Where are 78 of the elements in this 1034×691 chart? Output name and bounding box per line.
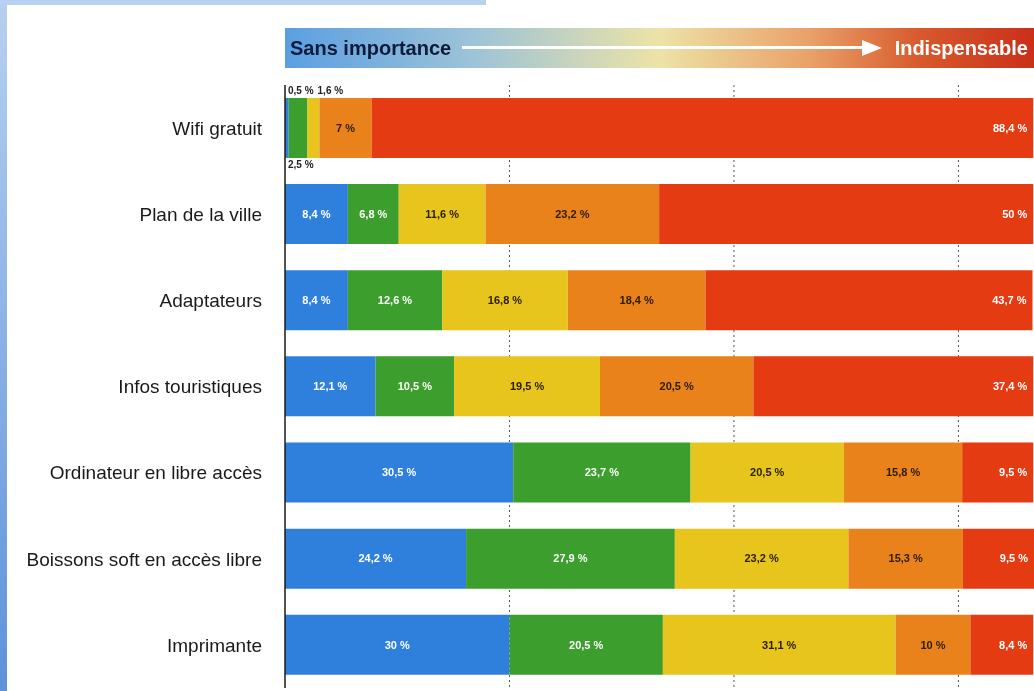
data-label: 0,5 % [288, 84, 314, 96]
data-label: 11,6 % [425, 207, 460, 220]
bar [375, 356, 455, 417]
bar [895, 614, 971, 675]
data-label: 16,8 % [487, 294, 523, 307]
bar [513, 442, 691, 503]
bar [347, 184, 399, 245]
data-label: 2,5 % [288, 158, 314, 170]
text: Indispensable [894, 36, 1028, 60]
y-tick-label: Adaptateurs [159, 290, 262, 312]
data-label: 8,4 % [302, 294, 331, 307]
data-label: 10 % [920, 638, 946, 651]
data-label: 20,5 % [659, 380, 695, 393]
data-label: 10,5 % [397, 380, 433, 393]
data-label: 6,8 % [359, 207, 388, 220]
bar [705, 270, 1033, 331]
bar [454, 356, 601, 417]
data-label: 12,6 % [377, 294, 413, 307]
bar [285, 528, 467, 589]
y-tick-label: Ordinateur en libre accès [49, 462, 262, 484]
text: Sans importance [290, 36, 452, 60]
bar [600, 356, 754, 417]
y-tick-label: Plan de la ville [139, 203, 262, 225]
bar [674, 528, 849, 589]
data-label: 15,8 % [885, 466, 921, 479]
bar [843, 442, 963, 503]
bar [442, 270, 568, 331]
bar [285, 614, 510, 675]
data-label: 9,5 % [999, 466, 1028, 479]
data-label: 19,5 % [509, 380, 545, 393]
bar [307, 97, 320, 158]
data-label: 24,2 % [358, 552, 393, 565]
data-label: 7 % [336, 121, 356, 134]
bar [285, 442, 514, 503]
data-label: 8,4 % [302, 207, 331, 220]
y-tick-label: Wifi gratuit [172, 117, 263, 139]
data-label: 15,3 % [888, 552, 924, 565]
data-label: 37,4 % [993, 380, 1028, 393]
bar [962, 442, 1034, 503]
data-label: 43,7 % [992, 294, 1027, 307]
bar [662, 614, 896, 675]
bar [753, 356, 1034, 417]
data-label: 88,4 % [993, 121, 1028, 134]
data-label: 50 % [1002, 207, 1028, 220]
data-label: 12,1 % [313, 380, 348, 393]
data-label: 20,5 % [569, 638, 604, 651]
bar [288, 97, 308, 158]
bar [659, 184, 1034, 245]
bar [398, 184, 486, 245]
bar [509, 614, 663, 675]
bar [371, 97, 1034, 158]
y-tick-label: Imprimante [166, 634, 262, 656]
bar [485, 184, 660, 245]
bar [466, 528, 675, 589]
bar [567, 270, 706, 331]
bar [970, 614, 1034, 675]
data-label: 18,4 % [619, 294, 655, 307]
y-tick-label: Boissons soft en accès libre [26, 548, 262, 570]
data-label: 8,4 % [999, 638, 1028, 651]
bar [347, 270, 443, 331]
data-label: 30 % [384, 638, 410, 651]
y-tick-label: Infos touristiques [118, 376, 262, 398]
data-label: 27,9 % [553, 552, 588, 565]
bar [319, 97, 372, 158]
data-label: 23,7 % [584, 466, 620, 479]
data-label: 9,5 % [999, 552, 1029, 565]
bar [690, 442, 844, 503]
data-label: 31,1 % [762, 638, 797, 651]
data-label: 23,2 % [555, 207, 590, 220]
data-label: 30,5 % [381, 466, 417, 479]
bar [848, 528, 963, 589]
data-label: 23,2 % [744, 552, 779, 565]
bar [285, 356, 376, 417]
bar [962, 528, 1034, 589]
bar [285, 270, 348, 331]
data-label: 20,5 % [750, 466, 785, 479]
bar [285, 184, 348, 245]
data-label: 1,6 % [317, 84, 344, 96]
